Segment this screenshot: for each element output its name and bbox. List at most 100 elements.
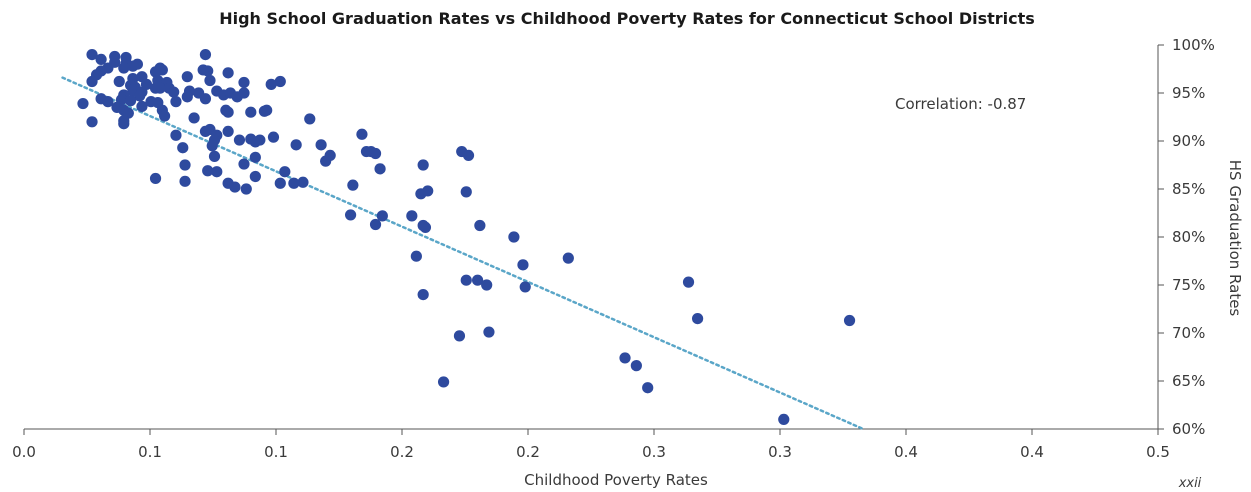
- data-point: [517, 259, 529, 271]
- data-point: [238, 158, 250, 170]
- x-tick-label: 0.3: [768, 443, 792, 461]
- data-point: [188, 112, 200, 124]
- x-tick-label: 0.2: [390, 443, 414, 461]
- data-point: [261, 104, 273, 116]
- data-point: [204, 74, 216, 87]
- page-number: xxii: [1178, 476, 1202, 491]
- data-points: [77, 49, 856, 425]
- data-point: [417, 159, 429, 171]
- data-point: [437, 376, 450, 388]
- data-point: [249, 170, 261, 183]
- x-tick-label: 0.4: [894, 443, 918, 461]
- data-point: [102, 96, 114, 108]
- y-tick-label: 100%: [1172, 36, 1215, 54]
- data-point: [376, 210, 388, 222]
- data-point: [206, 140, 218, 152]
- data-point: [113, 75, 125, 88]
- data-point: [460, 274, 472, 286]
- data-point: [181, 91, 193, 103]
- data-point: [297, 176, 309, 188]
- data-point: [422, 185, 434, 197]
- data-point: [374, 163, 386, 175]
- data-point: [127, 60, 139, 72]
- data-point: [199, 49, 212, 61]
- data-point: [519, 281, 531, 293]
- data-point: [344, 209, 357, 221]
- data-point: [154, 82, 166, 94]
- y-tick-label: 65%: [1172, 372, 1205, 390]
- data-point: [86, 116, 98, 128]
- data-point: [356, 128, 368, 140]
- data-point: [86, 49, 98, 61]
- data-point: [254, 134, 266, 146]
- data-point: [238, 87, 250, 99]
- data-point: [460, 186, 472, 198]
- x-tick-label: 0.1: [264, 443, 288, 461]
- data-point: [453, 330, 466, 342]
- data-point: [159, 110, 171, 122]
- data-point: [320, 155, 332, 167]
- data-point: [199, 93, 212, 105]
- data-point: [279, 166, 291, 178]
- data-point: [472, 274, 484, 286]
- data-point: [417, 289, 429, 301]
- data-point: [211, 166, 223, 178]
- data-point: [642, 382, 654, 394]
- data-point: [197, 64, 209, 76]
- y-tick-label: 85%: [1172, 180, 1205, 198]
- y-tick-label: 75%: [1172, 276, 1205, 294]
- data-point: [274, 75, 286, 88]
- data-point: [208, 150, 221, 162]
- data-point: [222, 106, 234, 118]
- data-point: [245, 106, 257, 118]
- data-point: [843, 314, 856, 327]
- x-tick-label: 0.3: [642, 443, 666, 461]
- data-point: [347, 179, 359, 191]
- data-point: [481, 279, 493, 291]
- chart-title: High School Graduation Rates vs Childhoo…: [219, 9, 1035, 28]
- data-point: [691, 313, 704, 325]
- data-point: [682, 276, 695, 288]
- data-point: [149, 66, 162, 78]
- data-point: [360, 145, 373, 158]
- trendline-path: [61, 76, 865, 431]
- data-point: [274, 177, 286, 189]
- data-point: [170, 96, 182, 108]
- data-point: [419, 221, 432, 233]
- data-point: [249, 151, 261, 163]
- data-point: [315, 139, 327, 151]
- data-point: [304, 113, 316, 125]
- data-point: [199, 125, 212, 137]
- data-point: [95, 53, 107, 65]
- data-point: [170, 129, 182, 141]
- data-point: [369, 147, 382, 160]
- data-point: [118, 118, 130, 130]
- data-point: [778, 413, 790, 425]
- data-point: [233, 134, 246, 146]
- data-point: [168, 86, 180, 98]
- data-point: [406, 210, 418, 222]
- data-point: [619, 352, 631, 364]
- data-point: [222, 67, 234, 79]
- x-tick-label: 0.0: [12, 443, 36, 461]
- data-point: [229, 181, 241, 193]
- trendline: [61, 76, 865, 431]
- data-point: [290, 139, 302, 151]
- y-tick-label: 70%: [1172, 324, 1205, 342]
- data-point: [134, 90, 146, 102]
- data-point: [630, 360, 642, 372]
- data-point: [86, 75, 98, 88]
- data-point: [474, 219, 486, 232]
- x-tick-label: 0.1: [138, 443, 162, 461]
- data-point: [177, 142, 189, 154]
- x-tick-label: 0.4: [1020, 443, 1044, 461]
- data-point: [245, 133, 257, 145]
- data-point: [267, 131, 280, 143]
- y-axis-label: HS Graduation Rates: [1226, 160, 1244, 317]
- y-tick-label: 80%: [1172, 228, 1205, 246]
- data-point: [181, 71, 193, 83]
- data-point: [483, 326, 495, 338]
- data-point: [179, 159, 191, 171]
- x-tick-label: 0.2: [516, 443, 540, 461]
- y-tick-label: 60%: [1172, 420, 1205, 438]
